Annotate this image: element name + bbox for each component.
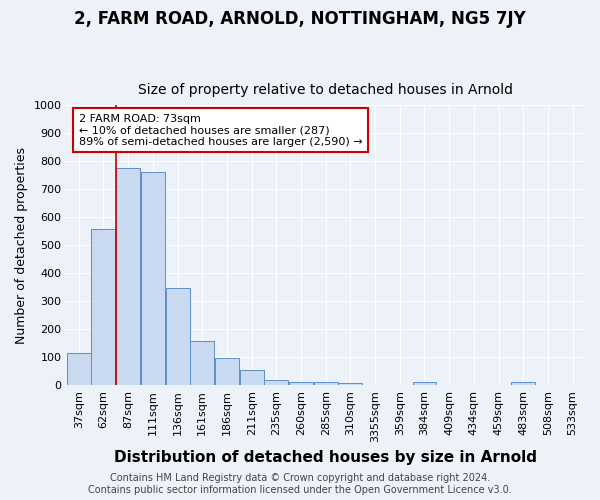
X-axis label: Distribution of detached houses by size in Arnold: Distribution of detached houses by size …: [114, 450, 537, 465]
Bar: [265, 380, 288, 385]
Bar: [166, 288, 190, 385]
Y-axis label: Number of detached properties: Number of detached properties: [15, 146, 28, 344]
Text: 2 FARM ROAD: 73sqm
← 10% of detached houses are smaller (287)
89% of semi-detach: 2 FARM ROAD: 73sqm ← 10% of detached hou…: [79, 114, 362, 146]
Text: Contains HM Land Registry data © Crown copyright and database right 2024.
Contai: Contains HM Land Registry data © Crown c…: [88, 474, 512, 495]
Bar: [338, 383, 362, 385]
Bar: [91, 229, 115, 385]
Bar: [190, 341, 214, 385]
Text: 2, FARM ROAD, ARNOLD, NOTTINGHAM, NG5 7JY: 2, FARM ROAD, ARNOLD, NOTTINGHAM, NG5 7J…: [74, 10, 526, 28]
Bar: [116, 168, 140, 385]
Bar: [67, 354, 91, 385]
Bar: [314, 382, 338, 385]
Bar: [289, 382, 313, 385]
Title: Size of property relative to detached houses in Arnold: Size of property relative to detached ho…: [138, 83, 513, 97]
Bar: [239, 370, 263, 385]
Bar: [511, 382, 535, 385]
Bar: [215, 358, 239, 385]
Bar: [141, 172, 165, 385]
Bar: [413, 382, 436, 385]
